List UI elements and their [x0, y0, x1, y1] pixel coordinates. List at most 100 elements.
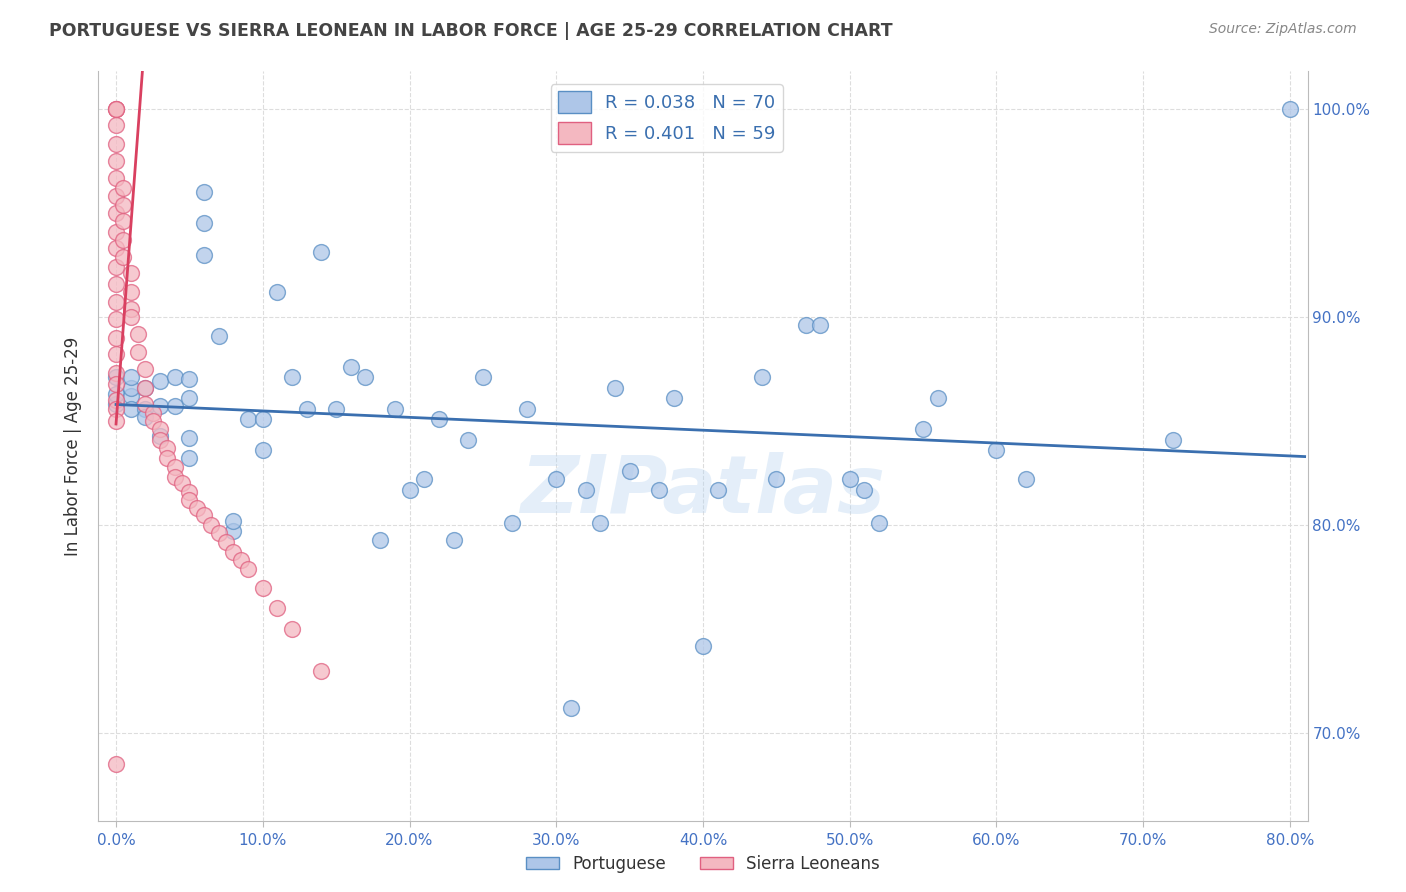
Point: [156, 441, 179, 455]
Point: [193, 247, 215, 261]
Point: [443, 533, 465, 547]
Point: [105, 331, 128, 345]
Point: [134, 362, 156, 376]
Point: [105, 225, 128, 239]
Point: [222, 524, 245, 539]
Point: [149, 400, 172, 414]
Point: [105, 241, 128, 255]
Point: [105, 393, 128, 408]
Point: [208, 526, 231, 541]
Point: [229, 553, 252, 567]
Point: [413, 472, 436, 486]
Point: [105, 102, 128, 116]
Point: [751, 370, 773, 384]
Point: [236, 412, 259, 426]
Point: [149, 433, 172, 447]
Point: [163, 400, 186, 414]
Point: [105, 414, 128, 428]
Point: [354, 370, 377, 384]
Point: [105, 401, 128, 416]
Point: [134, 381, 156, 395]
Point: [134, 381, 156, 395]
Point: [112, 233, 135, 247]
Point: [808, 318, 831, 333]
Point: [112, 197, 135, 211]
Point: [134, 397, 156, 411]
Point: [105, 206, 128, 220]
Point: [1161, 433, 1184, 447]
Point: [120, 401, 142, 416]
Point: [546, 472, 568, 486]
Point: [105, 757, 128, 772]
Point: [200, 518, 222, 533]
Point: [105, 170, 128, 185]
Point: [427, 412, 450, 426]
Point: [222, 514, 245, 528]
Text: Source: ZipAtlas.com: Source: ZipAtlas.com: [1209, 22, 1357, 37]
Point: [208, 328, 231, 343]
Point: [311, 664, 333, 678]
Point: [127, 326, 149, 341]
Point: [179, 372, 201, 386]
Point: [163, 470, 186, 484]
Point: [112, 250, 135, 264]
Point: [120, 370, 142, 384]
Legend: Portuguese, Sierra Leoneans: Portuguese, Sierra Leoneans: [519, 848, 887, 880]
Point: [120, 266, 142, 280]
Point: [340, 359, 363, 374]
Point: [398, 483, 420, 497]
Y-axis label: In Labor Force | Age 25-29: In Labor Force | Age 25-29: [65, 336, 83, 556]
Point: [120, 285, 142, 299]
Point: [193, 508, 215, 522]
Point: [170, 476, 193, 491]
Point: [589, 516, 612, 530]
Point: [142, 414, 165, 428]
Point: [105, 366, 128, 380]
Point: [105, 102, 128, 116]
Point: [471, 370, 494, 384]
Point: [105, 102, 128, 116]
Point: [692, 639, 714, 653]
Point: [794, 318, 817, 333]
Point: [501, 516, 523, 530]
Point: [149, 375, 172, 389]
Point: [266, 285, 288, 299]
Text: ZIPatlas: ZIPatlas: [520, 452, 886, 530]
Point: [236, 562, 259, 576]
Point: [1015, 472, 1038, 486]
Point: [105, 189, 128, 203]
Point: [112, 181, 135, 195]
Point: [105, 153, 128, 168]
Point: [193, 216, 215, 230]
Point: [179, 391, 201, 405]
Point: [163, 459, 186, 474]
Point: [105, 312, 128, 326]
Point: [105, 376, 128, 391]
Point: [368, 533, 391, 547]
Point: [252, 581, 274, 595]
Point: [215, 534, 238, 549]
Point: [648, 483, 671, 497]
Point: [186, 501, 208, 516]
Point: [105, 370, 128, 384]
Point: [838, 472, 860, 486]
Point: [457, 433, 479, 447]
Point: [112, 214, 135, 228]
Point: [156, 451, 179, 466]
Point: [179, 493, 201, 508]
Point: [142, 406, 165, 420]
Point: [252, 443, 274, 458]
Point: [927, 391, 949, 405]
Point: [868, 516, 890, 530]
Point: [222, 545, 245, 559]
Point: [516, 401, 538, 416]
Point: [706, 483, 728, 497]
Point: [560, 701, 582, 715]
Point: [266, 601, 288, 615]
Point: [281, 622, 304, 636]
Text: PORTUGUESE VS SIERRA LEONEAN IN LABOR FORCE | AGE 25-29 CORRELATION CHART: PORTUGUESE VS SIERRA LEONEAN IN LABOR FO…: [49, 22, 893, 40]
Point: [134, 401, 156, 416]
Point: [179, 431, 201, 445]
Point: [105, 347, 128, 361]
Point: [120, 310, 142, 324]
